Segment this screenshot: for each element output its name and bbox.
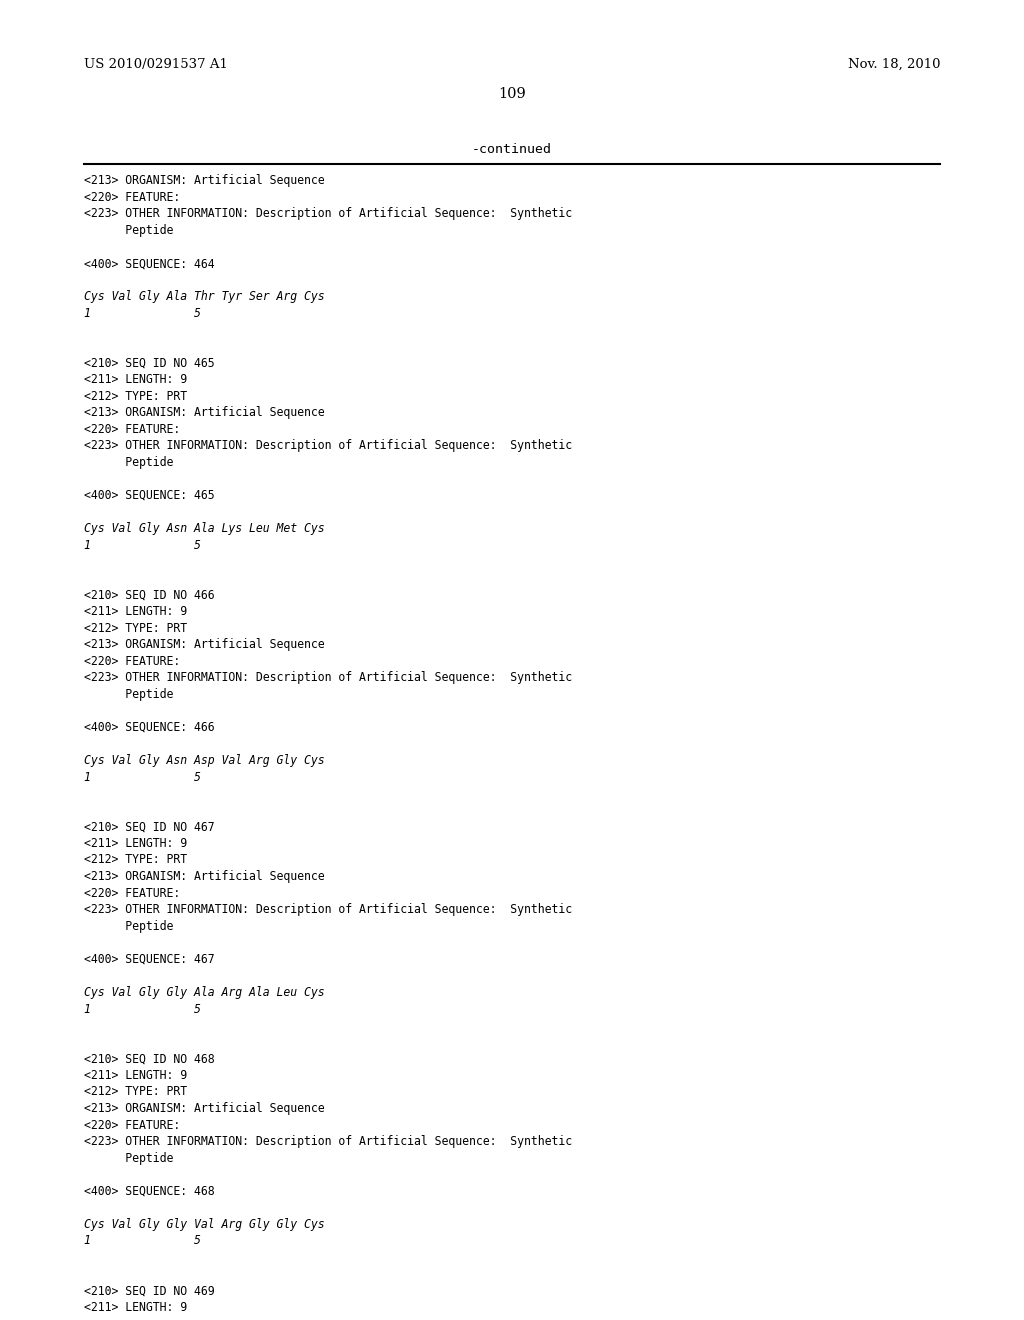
Text: <211> LENGTH: 9: <211> LENGTH: 9 xyxy=(84,374,187,385)
Text: <210> SEQ ID NO 465: <210> SEQ ID NO 465 xyxy=(84,356,215,370)
Text: Peptide: Peptide xyxy=(84,224,173,236)
Text: Cys Val Gly Asn Asp Val Arg Gly Cys: Cys Val Gly Asn Asp Val Arg Gly Cys xyxy=(84,754,325,767)
Text: Cys Val Gly Ala Thr Tyr Ser Arg Cys: Cys Val Gly Ala Thr Tyr Ser Arg Cys xyxy=(84,290,325,304)
Text: Cys Val Gly Asn Ala Lys Leu Met Cys: Cys Val Gly Asn Ala Lys Leu Met Cys xyxy=(84,523,325,535)
Text: <400> SEQUENCE: 467: <400> SEQUENCE: 467 xyxy=(84,953,215,966)
Text: <400> SEQUENCE: 465: <400> SEQUENCE: 465 xyxy=(84,488,215,502)
Text: <212> TYPE: PRT: <212> TYPE: PRT xyxy=(84,1085,187,1098)
Text: <220> FEATURE:: <220> FEATURE: xyxy=(84,655,180,668)
Text: Cys Val Gly Gly Val Arg Gly Gly Cys: Cys Val Gly Gly Val Arg Gly Gly Cys xyxy=(84,1218,325,1230)
Text: <223> OTHER INFORMATION: Description of Artificial Sequence:  Synthetic: <223> OTHER INFORMATION: Description of … xyxy=(84,440,572,453)
Text: <211> LENGTH: 9: <211> LENGTH: 9 xyxy=(84,1069,187,1082)
Text: <400> SEQUENCE: 464: <400> SEQUENCE: 464 xyxy=(84,257,215,271)
Text: 1               5: 1 5 xyxy=(84,306,201,319)
Text: <211> LENGTH: 9: <211> LENGTH: 9 xyxy=(84,1300,187,1313)
Text: <223> OTHER INFORMATION: Description of Artificial Sequence:  Synthetic: <223> OTHER INFORMATION: Description of … xyxy=(84,671,572,684)
Text: <213> ORGANISM: Artificial Sequence: <213> ORGANISM: Artificial Sequence xyxy=(84,870,325,883)
Text: <210> SEQ ID NO 468: <210> SEQ ID NO 468 xyxy=(84,1052,215,1065)
Text: <212> TYPE: PRT: <212> TYPE: PRT xyxy=(84,622,187,635)
Text: <211> LENGTH: 9: <211> LENGTH: 9 xyxy=(84,605,187,618)
Text: <220> FEATURE:: <220> FEATURE: xyxy=(84,422,180,436)
Text: Peptide: Peptide xyxy=(84,455,173,469)
Text: 1               5: 1 5 xyxy=(84,539,201,552)
Text: <220> FEATURE:: <220> FEATURE: xyxy=(84,191,180,203)
Text: 1               5: 1 5 xyxy=(84,1234,201,1247)
Text: <212> TYPE: PRT: <212> TYPE: PRT xyxy=(84,854,187,866)
Text: <400> SEQUENCE: 468: <400> SEQUENCE: 468 xyxy=(84,1185,215,1197)
Text: Peptide: Peptide xyxy=(84,688,173,701)
Text: <213> ORGANISM: Artificial Sequence: <213> ORGANISM: Artificial Sequence xyxy=(84,638,325,651)
Text: Nov. 18, 2010: Nov. 18, 2010 xyxy=(848,58,940,71)
Text: 1               5: 1 5 xyxy=(84,1003,201,1015)
Text: <213> ORGANISM: Artificial Sequence: <213> ORGANISM: Artificial Sequence xyxy=(84,407,325,420)
Text: US 2010/0291537 A1: US 2010/0291537 A1 xyxy=(84,58,228,71)
Text: <223> OTHER INFORMATION: Description of Artificial Sequence:  Synthetic: <223> OTHER INFORMATION: Description of … xyxy=(84,903,572,916)
Text: <213> ORGANISM: Artificial Sequence: <213> ORGANISM: Artificial Sequence xyxy=(84,1102,325,1115)
Text: <210> SEQ ID NO 466: <210> SEQ ID NO 466 xyxy=(84,589,215,602)
Text: Cys Val Gly Gly Ala Arg Ala Leu Cys: Cys Val Gly Gly Ala Arg Ala Leu Cys xyxy=(84,986,325,999)
Text: <223> OTHER INFORMATION: Description of Artificial Sequence:  Synthetic: <223> OTHER INFORMATION: Description of … xyxy=(84,207,572,220)
Text: <211> LENGTH: 9: <211> LENGTH: 9 xyxy=(84,837,187,850)
Text: <220> FEATURE:: <220> FEATURE: xyxy=(84,887,180,899)
Text: <220> FEATURE:: <220> FEATURE: xyxy=(84,1118,180,1131)
Text: <210> SEQ ID NO 467: <210> SEQ ID NO 467 xyxy=(84,820,215,833)
Text: <223> OTHER INFORMATION: Description of Artificial Sequence:  Synthetic: <223> OTHER INFORMATION: Description of … xyxy=(84,1135,572,1148)
Text: 109: 109 xyxy=(498,87,526,102)
Text: <213> ORGANISM: Artificial Sequence: <213> ORGANISM: Artificial Sequence xyxy=(84,174,325,187)
Text: <212> TYPE: PRT: <212> TYPE: PRT xyxy=(84,389,187,403)
Text: <210> SEQ ID NO 469: <210> SEQ ID NO 469 xyxy=(84,1284,215,1298)
Text: 1               5: 1 5 xyxy=(84,771,201,784)
Text: -continued: -continued xyxy=(472,143,552,156)
Text: Peptide: Peptide xyxy=(84,1151,173,1164)
Text: <400> SEQUENCE: 466: <400> SEQUENCE: 466 xyxy=(84,721,215,734)
Text: Peptide: Peptide xyxy=(84,920,173,933)
